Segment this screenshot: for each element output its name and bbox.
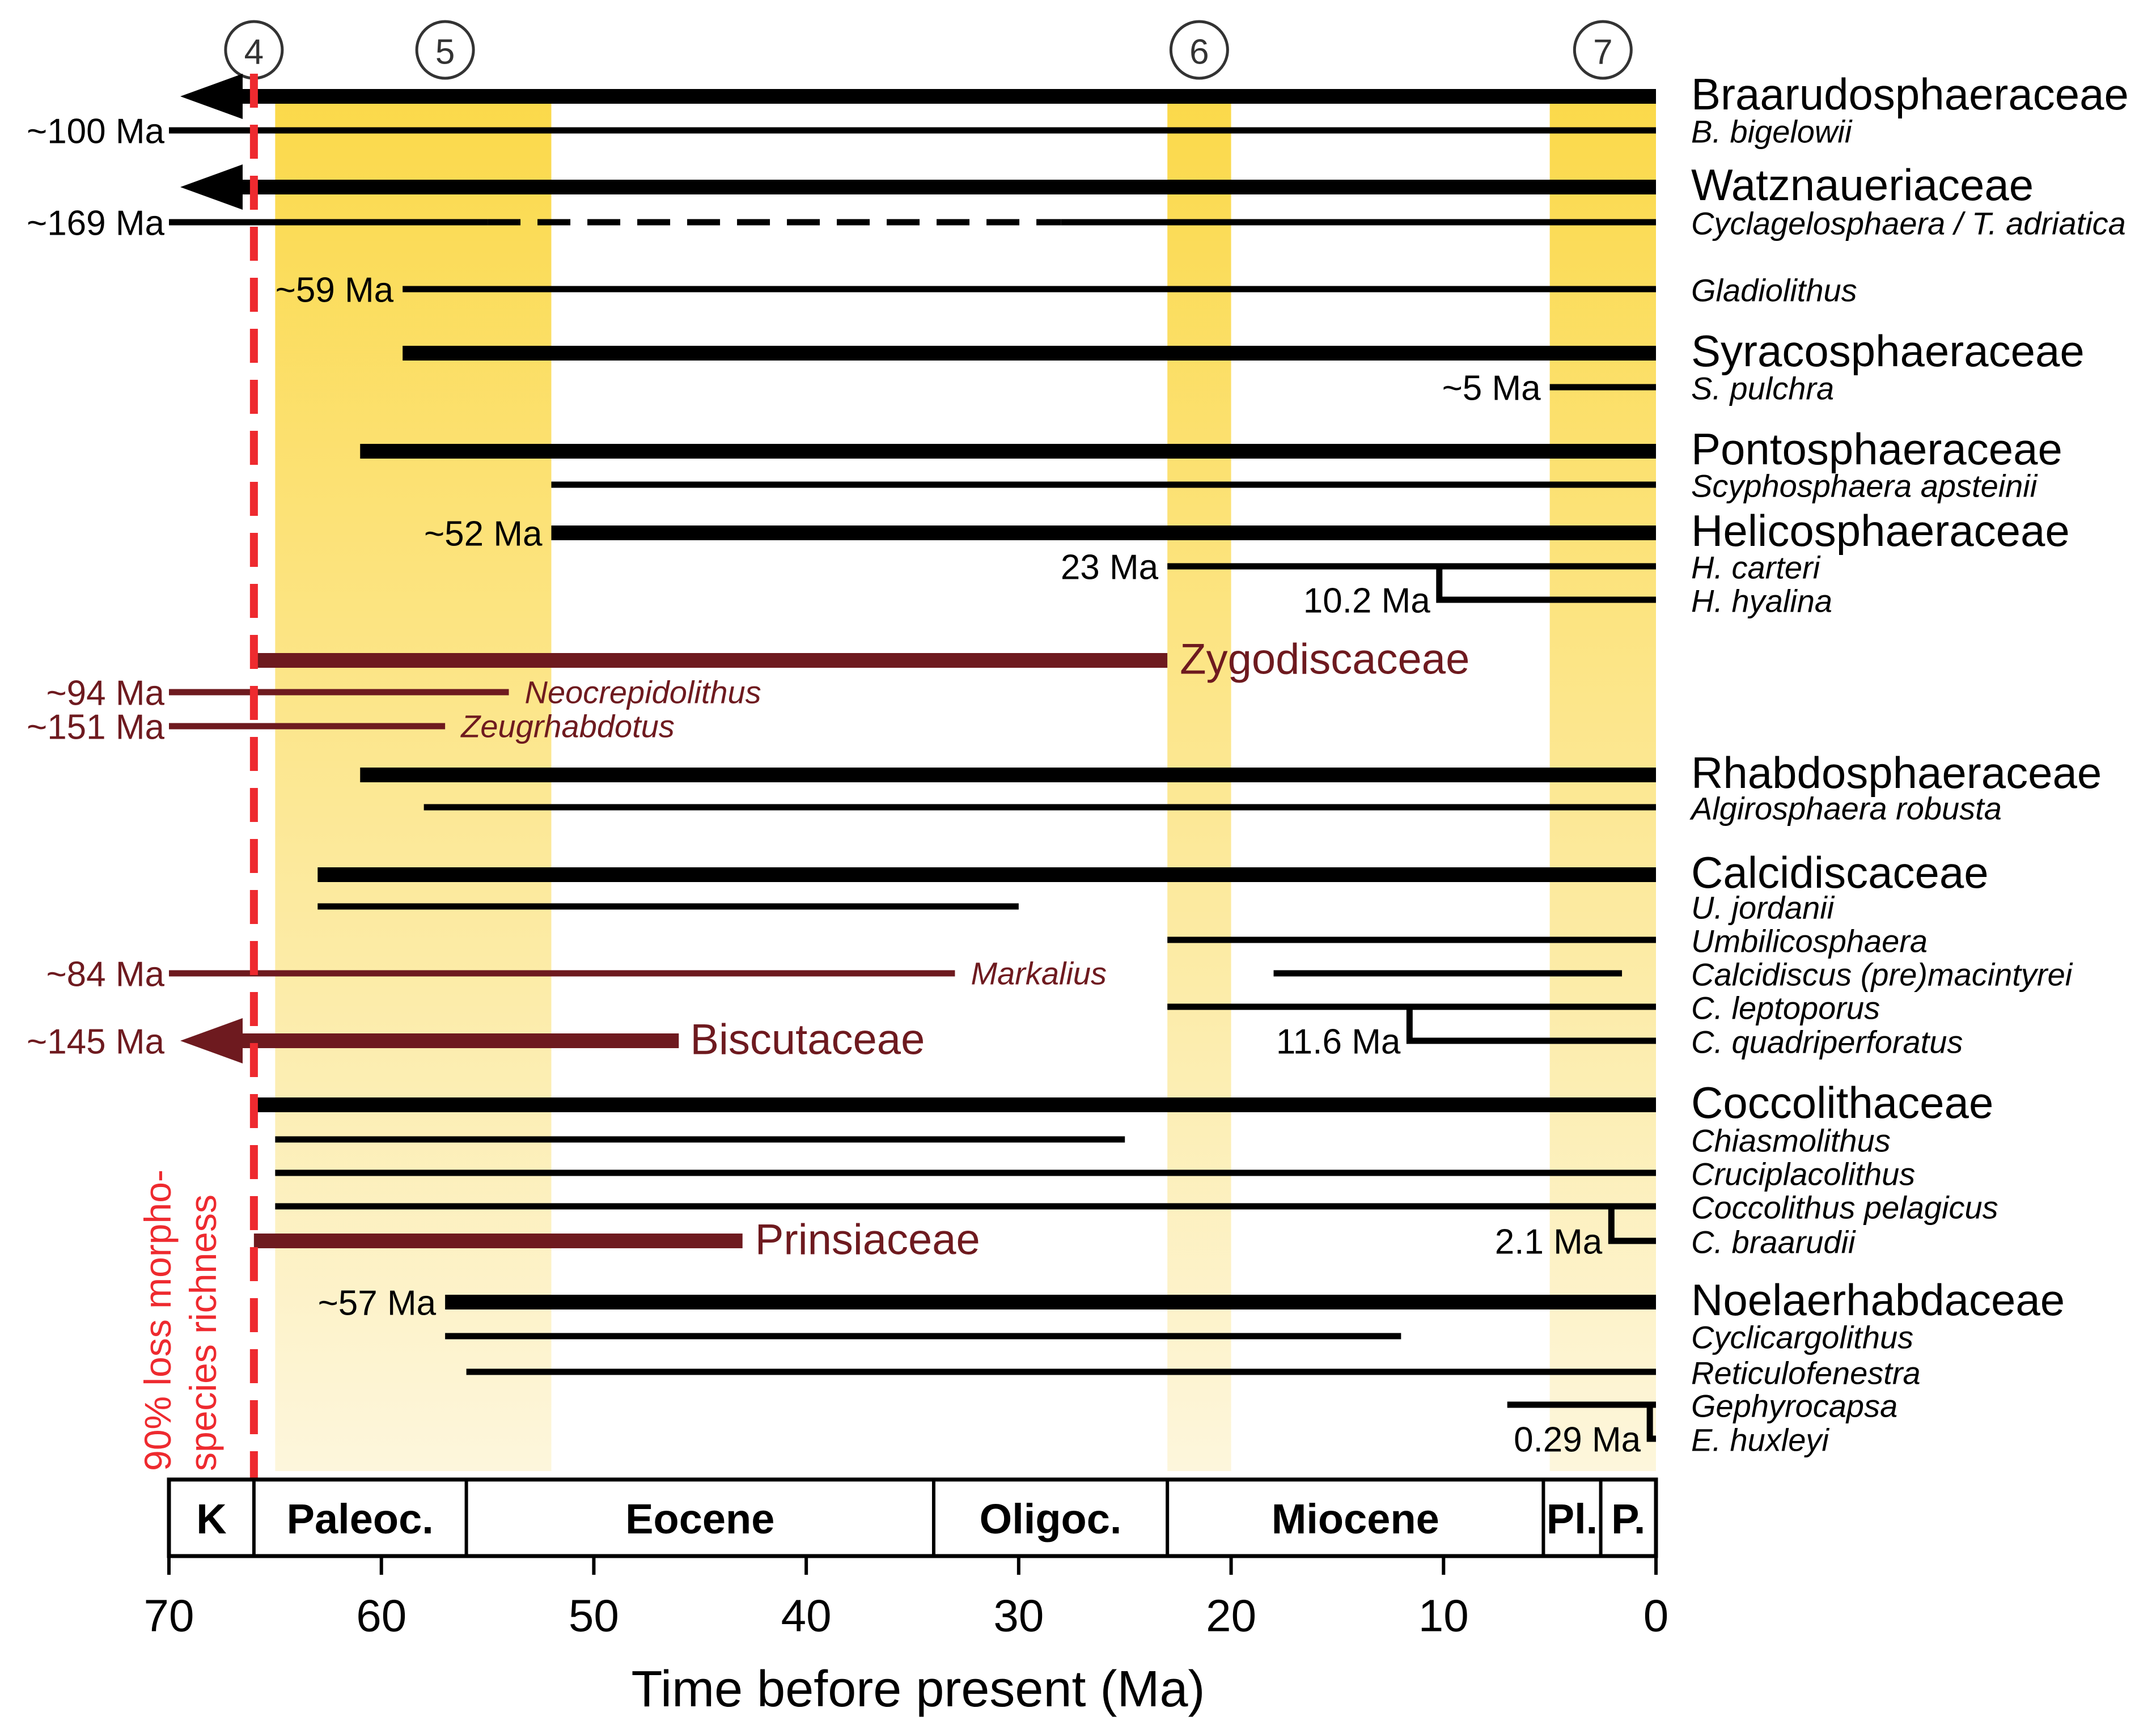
label-neocrepidolithus: Neocrepidolithus <box>525 675 761 710</box>
range-arrowhead-braarudosphaeraceae <box>180 74 243 119</box>
x-tick-label-20: 20 <box>1206 1591 1256 1641</box>
origin-label-c-quadriperforatus: 11.6 Ma <box>1276 1023 1401 1062</box>
x-tick-label-40: 40 <box>781 1591 832 1641</box>
epoch-label-pl: Pl. <box>1547 1495 1598 1542</box>
label-noelaerhabdaceae: Noelaerhabdaceae <box>1691 1275 2065 1325</box>
event-markers: 4 5 6 7 <box>224 20 1633 80</box>
label-watznaueriaceae: Watznaueriaceae <box>1691 160 2034 210</box>
label-cyclagelosphaera-t-adriatica: Cyclagelosphaera / T. adriatica <box>1691 206 2126 241</box>
highlight-bands <box>275 96 1656 1471</box>
origin-label-neocrepidolithus: ~94 Ma <box>46 674 164 713</box>
x-axis-title: Time before present (Ma) <box>631 1661 1205 1718</box>
label-braarudosphaeraceae: Braarudosphaeraceae <box>1691 69 2129 119</box>
origin-label-helicosphaeraceae: ~52 Ma <box>424 515 543 554</box>
time-axis: K Paleoc. Eocene Oligoc. Miocene Pl. P. 70 60 50 4… <box>144 1477 1669 1718</box>
origin-label-b-bigelowii: ~100 Ma <box>27 112 165 151</box>
origin-label-c-braarudii: 2.1 Ma <box>1495 1223 1603 1262</box>
x-tick-label-70: 70 <box>144 1591 194 1641</box>
origin-label-gladiolithus: ~59 Ma <box>276 271 394 310</box>
x-tick-label-30: 30 <box>993 1591 1044 1641</box>
x-tick-label-0: 0 <box>1644 1591 1669 1641</box>
label-markalius: Markalius <box>971 956 1107 991</box>
highlight-band-3 <box>1549 96 1656 1471</box>
kpg-boundary: 90% loss morpho-species richness <box>137 74 258 1480</box>
range-bars <box>169 74 1656 1442</box>
range-arrowhead-watznaueriaceae <box>180 164 243 210</box>
event-marker-label-5: 5 <box>435 33 455 72</box>
label-chiasmolithus: Chiasmolithus <box>1691 1123 1891 1159</box>
epoch-label-k: K <box>196 1495 226 1542</box>
label-biscutaceae: Biscutaceae <box>690 1016 925 1064</box>
event-marker-circle-5 <box>415 20 475 80</box>
label-prinsiaceae: Prinsiaceae <box>755 1216 980 1264</box>
label-u-jordanii: U. jordanii <box>1691 890 1835 926</box>
highlight-band-2 <box>1167 96 1231 1471</box>
label-cruciplacolithus: Cruciplacolithus <box>1691 1156 1915 1192</box>
origin-label-cyclagelosphaera-t-adriatica: ~169 Ma <box>27 204 165 243</box>
label-helicosphaeraceae: Helicosphaeraceae <box>1691 506 2070 556</box>
epoch-label-miocene: Miocene <box>1272 1495 1439 1542</box>
label-gephyrocapsa: Gephyrocapsa <box>1691 1388 1897 1424</box>
label-c-quadriperforatus: C. quadriperforatus <box>1691 1024 1963 1060</box>
boundary-caption-line-2: species richness <box>182 1194 224 1471</box>
epoch-label-eocene: Eocene <box>625 1495 774 1542</box>
label-zeugrhabdotus: Zeugrhabdotus <box>460 709 675 744</box>
event-marker-label-4: 4 <box>244 33 264 72</box>
epoch-label-oligoc: Oligoc. <box>980 1495 1122 1542</box>
epoch-label-p: P. <box>1611 1495 1645 1542</box>
origin-label-biscutaceae: ~145 Ma <box>27 1023 165 1062</box>
boundary-caption: 90% loss morpho-species richness <box>137 1169 224 1471</box>
label-rhabdosphaeraceae: Rhabdosphaeraceae <box>1691 748 2102 798</box>
origin-label-zeugrhabdotus: ~151 Ma <box>27 708 165 747</box>
label-scyphosphaera-apsteinii: Scyphosphaera apsteinii <box>1691 468 2038 504</box>
event-marker-circle-6 <box>1169 20 1229 80</box>
label-cyclicargolithus: Cyclicargolithus <box>1691 1320 1913 1355</box>
origin-label-h-carteri: 23 Ma <box>1061 548 1159 587</box>
label-coccolithaceae: Coccolithaceae <box>1691 1078 1993 1128</box>
label-umbilicosphaera: Umbilicosphaera <box>1691 923 1928 959</box>
event-marker-label-6: 6 <box>1189 33 1209 72</box>
range-arrowhead-biscutaceae <box>180 1018 243 1063</box>
origin-label-s-pulchra: ~5 Ma <box>1442 369 1541 408</box>
event-marker-label-7: 7 <box>1593 33 1612 72</box>
label-gladiolithus: Gladiolithus <box>1691 273 1857 308</box>
label-coccolithus-pelagicus: Coccolithus pelagicus <box>1691 1190 1998 1226</box>
x-tick-label-10: 10 <box>1418 1591 1469 1641</box>
label-c-braarudii: C. braarudii <box>1691 1224 1856 1260</box>
label-e-huxleyi: E. huxleyi <box>1691 1422 1829 1458</box>
origin-label-h-hyalina: 10.2 Ma <box>1303 582 1431 621</box>
origin-label-e-huxleyi: 0.29 Ma <box>1514 1421 1641 1460</box>
label-h-hyalina: H. hyalina <box>1691 583 1832 619</box>
label-calcidiscaceae: Calcidiscaceae <box>1691 847 1989 897</box>
label-algirosphaera-robusta: Algirosphaera robusta <box>1689 791 2002 827</box>
label-h-carteri: H. carteri <box>1691 550 1821 586</box>
x-tick-label-60: 60 <box>356 1591 406 1641</box>
origin-label-markalius: ~84 Ma <box>46 955 164 994</box>
event-marker-circle-7 <box>1573 20 1633 80</box>
epoch-bar <box>167 1477 1658 1558</box>
epoch-label-paleoc: Paleoc. <box>287 1495 434 1542</box>
label-c-leptoporus: C. leptoporus <box>1691 990 1880 1026</box>
label-calcidiscus-pre-macintyrei: Calcidiscus (pre)macintyrei <box>1691 957 2073 993</box>
label-zygodiscaceae: Zygodiscaceae <box>1180 635 1469 684</box>
origin-label-noelaerhabdaceae: ~57 Ma <box>318 1284 437 1323</box>
label-b-bigelowii: B. bigelowii <box>1691 114 1853 150</box>
label-reticulofenestra: Reticulofenestra <box>1691 1355 1921 1391</box>
label-syracosphaeraceae: Syracosphaeraceae <box>1691 326 2085 376</box>
boundary-caption-line-1: 90% loss morpho- <box>137 1169 179 1471</box>
x-tick-label-50: 50 <box>569 1591 619 1641</box>
label-s-pulchra: S. pulchra <box>1691 371 1834 406</box>
label-pontosphaeraceae: Pontosphaeraceae <box>1691 424 2062 474</box>
